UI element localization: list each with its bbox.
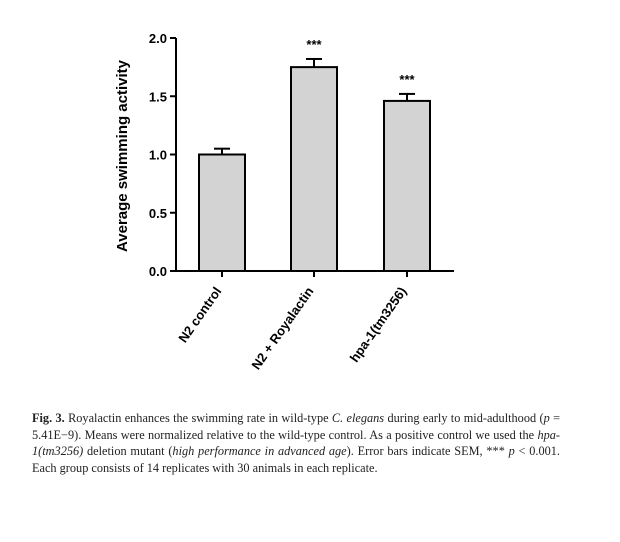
bar xyxy=(383,99,431,272)
significance-marker: *** xyxy=(399,72,415,87)
caption-text-2: during early to mid-adulthood ( xyxy=(384,411,544,425)
plot-area: 0.0 0.5 1.0 1.5 2.0 N2 control N2 + Royalactin… xyxy=(149,31,454,372)
caption-text-6: < 0.001. Each group consists of 14 repli… xyxy=(32,444,561,475)
y-tick-label: 1.5 xyxy=(149,89,167,104)
bar xyxy=(290,66,338,272)
significance-marker: *** xyxy=(306,37,322,52)
x-tick-label: N2 control xyxy=(175,284,224,345)
y-tick-label: 2.0 xyxy=(149,31,167,46)
caption-p-symbol: p xyxy=(543,411,550,425)
caption-label: Fig. 3. xyxy=(32,411,65,425)
bar-chart: 0.0 0.5 1.0 1.5 2.0 N2 control N2 + Royalactin… xyxy=(114,31,454,372)
caption-text-1: Royalactin enhances the swimming rate in… xyxy=(68,411,332,425)
caption-text-5: ). Error bars indicate SEM, *** xyxy=(346,444,509,458)
caption-text-3: = 5.41E−9). Means were normalized relati… xyxy=(32,411,561,442)
bar xyxy=(198,153,246,272)
caption-species: C. elegans xyxy=(331,411,385,425)
caption-gene-meaning: high performance in advanced age xyxy=(172,444,347,458)
x-tick-label: hpa-1(tm3256) xyxy=(347,284,410,365)
y-tick-label: 0.0 xyxy=(149,264,167,279)
caption-text-4: deletion mutant ( xyxy=(83,444,173,458)
figure-caption: Fig. 3. Royalactin enhances the swimming… xyxy=(32,410,560,476)
y-tick-label: 0.5 xyxy=(149,206,167,221)
y-axis-label: Average swimming activity xyxy=(114,59,131,252)
x-tick-label: N2 + Royalactin xyxy=(248,284,316,372)
y-tick-label: 1.0 xyxy=(149,148,167,163)
caption-p-symbol-2: p xyxy=(508,444,515,458)
caption-gene: hpa-1(tm3256) xyxy=(32,427,560,459)
